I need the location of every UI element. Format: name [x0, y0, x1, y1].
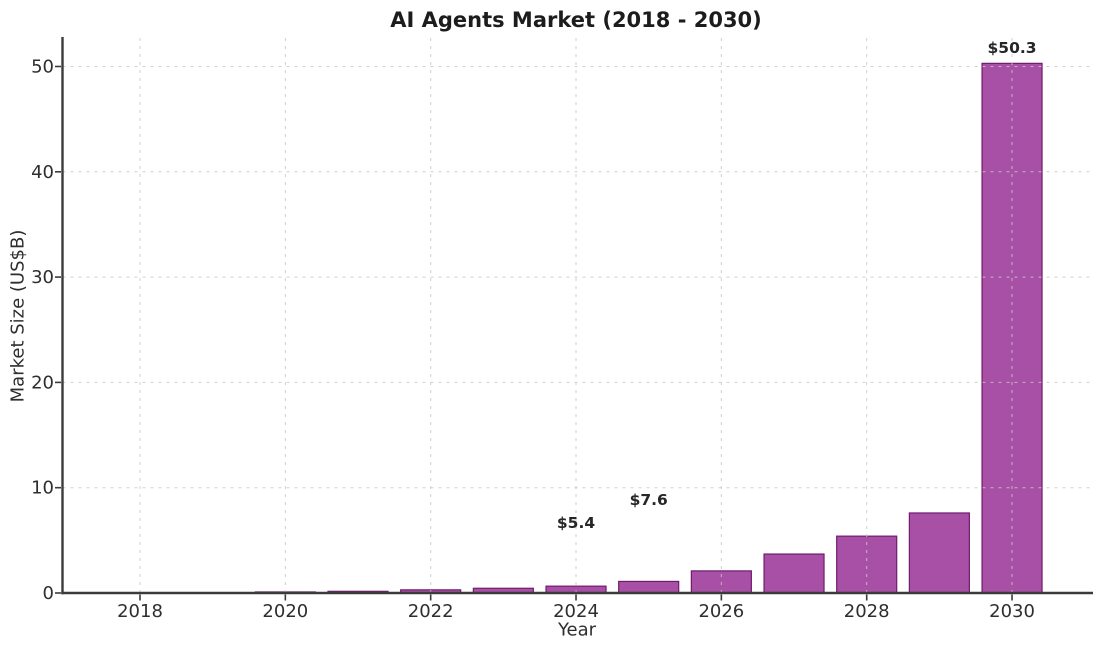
x-tick-label-2026: 2026 — [698, 601, 744, 622]
x-tick-label-2028: 2028 — [844, 601, 890, 622]
y-tick-label-20: 20 — [31, 372, 54, 393]
bar-2025 — [618, 580, 680, 594]
annotation-2025: $7.6 — [630, 491, 668, 509]
y-tick-label-0: 0 — [43, 583, 54, 604]
x-tick-label-2018: 2018 — [117, 601, 163, 622]
y-axis-label: Market Size (US$B) — [7, 229, 29, 403]
x-tick-label-2030: 2030 — [989, 601, 1035, 622]
y-tick-label-40: 40 — [31, 162, 54, 183]
y-tick-label-50: 50 — [31, 57, 54, 78]
y-tick-label-30: 30 — [31, 267, 54, 288]
annotation-2030: $50.3 — [988, 39, 1037, 57]
x-tick-label-2022: 2022 — [408, 601, 454, 622]
x-axis-label: Year — [557, 619, 597, 641]
bar-2027 — [763, 553, 825, 594]
chart-title: AI Agents Market (2018 - 2030) — [390, 8, 762, 32]
annotation-2024: $5.4 — [557, 514, 595, 532]
x-tick-label-2020: 2020 — [262, 601, 308, 622]
x-tick-label-2024: 2024 — [553, 601, 599, 622]
y-tick-label-10: 10 — [31, 478, 54, 499]
bar-2029 — [908, 512, 970, 594]
